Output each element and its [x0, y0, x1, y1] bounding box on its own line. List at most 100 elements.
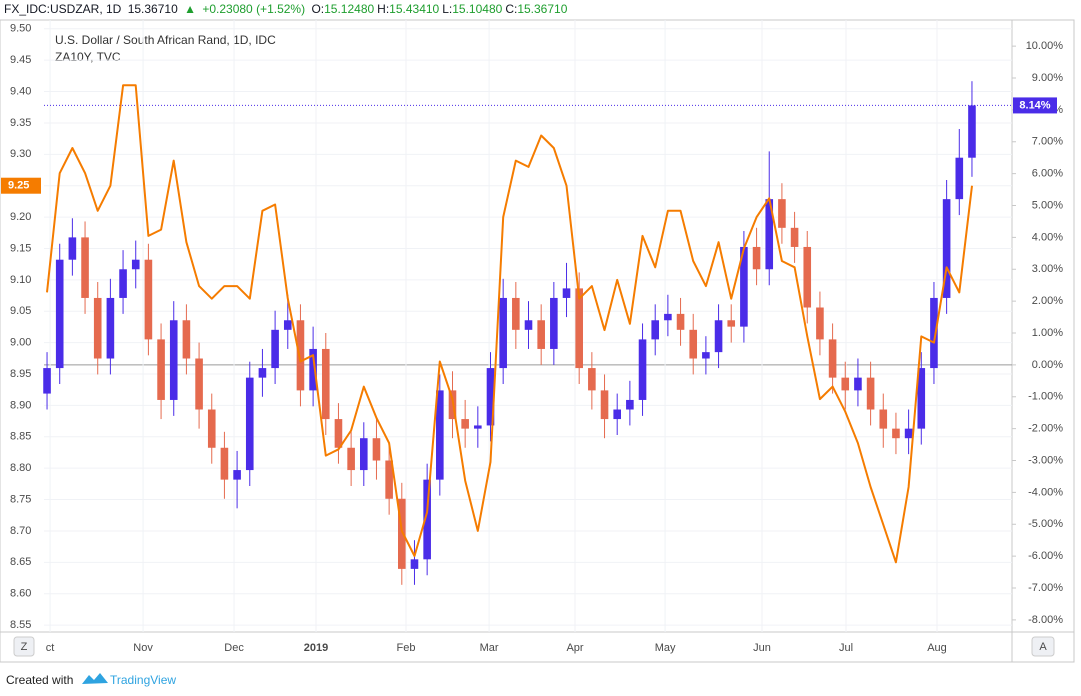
x-tick-label: Apr: [566, 642, 583, 654]
y2-tick-label: 0.00%: [1032, 359, 1063, 371]
candle-body: [588, 368, 596, 391]
y2-tick-label: 9.00%: [1032, 72, 1063, 84]
y2-tick-label: 7.00%: [1032, 136, 1063, 148]
candle-body: [651, 320, 660, 340]
ohlc-value: 15.36710: [517, 2, 568, 16]
candle-body: [182, 320, 191, 359]
candle-body: [930, 297, 938, 369]
candle-body: [499, 297, 507, 369]
candle-body: [347, 447, 355, 471]
candle-body: [752, 246, 761, 270]
y-tick-label: 9.10: [10, 274, 31, 286]
y2-tick-label: 1.00%: [1032, 327, 1063, 339]
ohlc-label: H:: [377, 2, 390, 16]
candle-body: [689, 329, 698, 359]
candle-body: [778, 199, 786, 228]
candle-body: [43, 368, 51, 394]
candle-body: [955, 157, 964, 200]
line-series: [46, 84, 973, 564]
candle-body: [486, 368, 495, 426]
candle-body: [968, 105, 976, 158]
legend-main: U.S. Dollar / South African Rand, 1D, ID…: [55, 33, 276, 47]
y-tick-label: 9.40: [10, 85, 31, 97]
y2-tick-label: 5.00%: [1032, 199, 1063, 211]
auto-button[interactable]: [1031, 636, 1055, 657]
candle-body: [309, 348, 317, 391]
candle-body: [537, 320, 545, 349]
y-tick-label: 8.60: [10, 588, 31, 600]
logo: [82, 673, 108, 684]
candle-body: [321, 348, 330, 420]
y2-tick-label: -8.00%: [1028, 614, 1063, 626]
candle-body: [676, 313, 685, 330]
last-price-box: [1013, 97, 1057, 114]
y2-tick-label: 6.00%: [1032, 168, 1063, 180]
y-tick-label: 8.90: [10, 399, 31, 411]
change: +0.23080 (+1.52%): [202, 2, 306, 16]
y2-tick-label: -2.00%: [1028, 423, 1063, 435]
y-tick-label: 9.15: [10, 242, 31, 254]
x-tick-label: Dec: [224, 642, 244, 654]
y2-tick-label: -3.00%: [1028, 454, 1063, 466]
candle-body: [119, 269, 127, 298]
candle-body: [106, 297, 115, 359]
x-tick-label: Jun: [753, 642, 771, 654]
candle-body: [740, 246, 748, 327]
candle-body: [461, 419, 469, 429]
candle-body: [550, 297, 558, 349]
candle-body: [917, 368, 926, 429]
candle-body: [144, 259, 153, 340]
candle-body: [613, 409, 621, 420]
y-tick-label: 9.30: [10, 148, 31, 160]
y-tick-label: 8.80: [10, 462, 31, 474]
y2-tick-label: 4.00%: [1032, 231, 1063, 243]
last-price-label: 8.14%: [1019, 99, 1050, 111]
candle-body: [436, 390, 444, 480]
y-tick-label: 9.35: [10, 117, 31, 129]
candle-body: [271, 329, 279, 369]
candle-body: [195, 358, 203, 410]
y2-tick-label: -1.00%: [1028, 391, 1063, 403]
y-tick-label: 8.85: [10, 431, 31, 443]
scale-button-label[interactable]: Z: [21, 641, 28, 653]
frame: [0, 19, 1075, 663]
y2-tick-label: 2.00%: [1032, 295, 1063, 307]
candle-body: [879, 409, 888, 429]
candle-body: [714, 320, 723, 353]
ohlc-label: O:: [311, 2, 325, 16]
candle-body: [854, 377, 862, 391]
y2-tick-label: -6.00%: [1028, 550, 1063, 562]
candle-body: [157, 339, 165, 400]
symbol: FX_IDC:USDZAR, 1D: [4, 2, 122, 16]
candle-body: [524, 320, 533, 330]
candle-body: [866, 377, 875, 410]
y-tick-label: 8.55: [10, 619, 31, 631]
candle-body: [727, 320, 736, 327]
candle-body: [68, 237, 77, 260]
candle-body: [942, 199, 951, 298]
y-tick-label: 8.75: [10, 493, 31, 505]
candle-body: [245, 377, 254, 471]
ohlc-value: 15.10480: [452, 2, 503, 16]
candle-body: [169, 320, 178, 400]
footer-brand[interactable]: TradingView: [110, 673, 176, 687]
candle-body: [790, 227, 799, 247]
candle-body: [803, 246, 812, 308]
candle-body: [816, 307, 824, 340]
y-tick-label: 9.45: [10, 54, 31, 66]
x-tick-label: Mar: [480, 642, 499, 654]
candle-body: [334, 419, 343, 448]
ohlc-value: 15.12480: [324, 2, 375, 16]
y-tick-label: 9.20: [10, 211, 31, 223]
y-tick-label: 8.65: [10, 556, 31, 568]
scale-button[interactable]: [13, 636, 35, 657]
x-tick-label: May: [655, 642, 676, 654]
candle-body: [258, 368, 267, 378]
candle-body: [664, 313, 672, 321]
auto-button-label[interactable]: A: [1039, 641, 1047, 653]
y-tick-label: 9.50: [10, 23, 31, 35]
candle-body: [131, 259, 140, 270]
ohlc-value: 15.43410: [389, 2, 440, 16]
candle-body: [626, 399, 634, 410]
x-tick-label: Jul: [839, 642, 853, 654]
